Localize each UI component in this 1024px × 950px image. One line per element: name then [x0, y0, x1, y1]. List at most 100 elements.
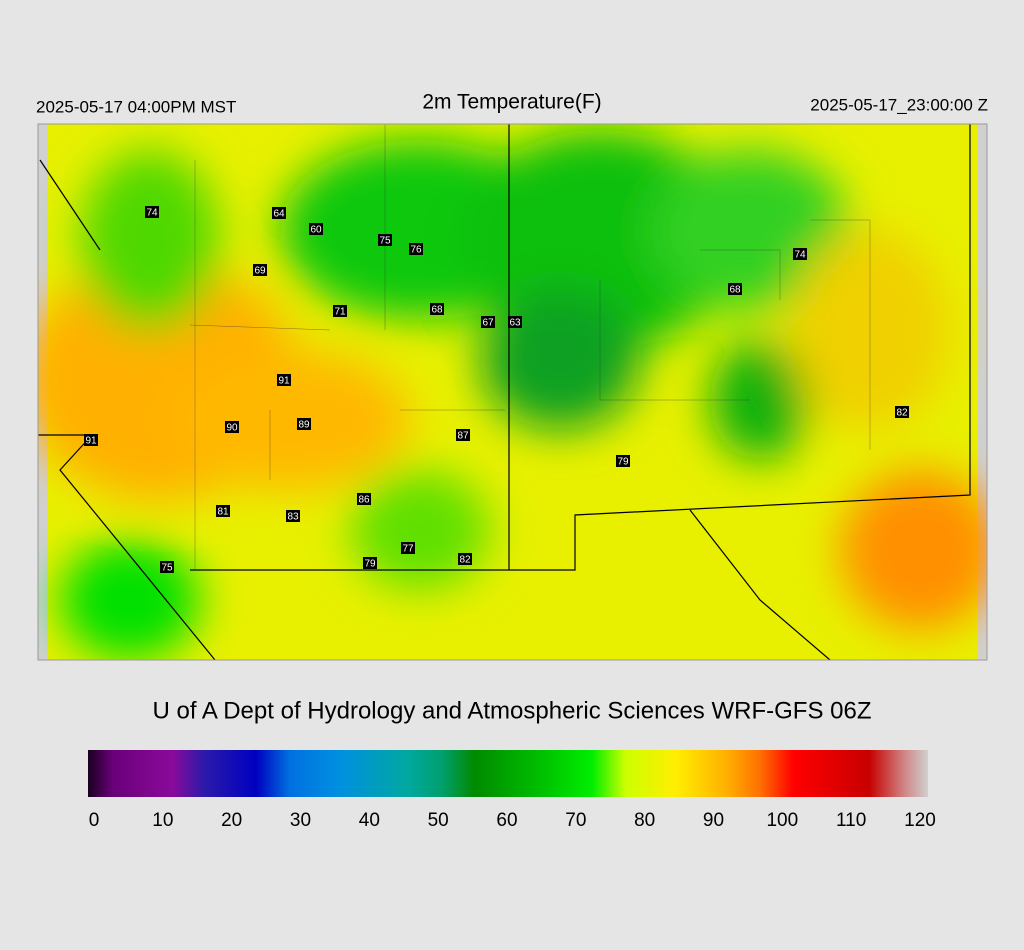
station: 69 [253, 264, 267, 277]
station-box [145, 206, 159, 218]
station: 76 [409, 243, 423, 256]
colorbar-ticks: 0 10 20 30 40 50 60 70 80 90 100 110 120 [89, 810, 936, 831]
title: 2m Temperature(F) [422, 91, 601, 114]
station: 89 [297, 418, 311, 431]
station-box [286, 510, 300, 522]
station-box [272, 207, 286, 219]
station: 86 [357, 493, 371, 506]
station: 64 [272, 207, 286, 220]
station-value: 83 [287, 512, 299, 523]
map-frame [37, 123, 988, 661]
station-value: 60 [310, 225, 322, 236]
colorbar-tick-label: 20 [221, 810, 242, 831]
station: 68 [728, 283, 742, 296]
station-box [363, 557, 377, 569]
station-box [297, 418, 311, 430]
station: 63 [508, 316, 522, 329]
station-value: 87 [457, 431, 469, 442]
colorbar-tick-label: 70 [565, 810, 586, 831]
station-value: 74 [794, 250, 806, 261]
colorbar-tick-label: 30 [290, 810, 311, 831]
map [38, 124, 987, 660]
station-value: 91 [85, 436, 97, 447]
station-value: 68 [729, 285, 741, 296]
station: 83 [286, 510, 300, 523]
station: 82 [458, 553, 472, 566]
colorbar-tick-label: 110 [836, 810, 866, 831]
station-box [225, 421, 239, 433]
station-box [481, 316, 495, 328]
station-box [616, 455, 630, 467]
station-value: 79 [364, 559, 376, 570]
station-value: 89 [298, 420, 310, 431]
station-value: 86 [358, 495, 370, 506]
colorbar-tick-label: 40 [359, 810, 380, 831]
colorbar-tick-label: 90 [703, 810, 724, 831]
station: 75 [160, 561, 174, 574]
station: 67 [481, 316, 495, 329]
station-value: 76 [410, 245, 422, 256]
station-value: 90 [226, 423, 238, 434]
station-box [333, 305, 347, 317]
station-box [378, 234, 392, 246]
station: 68 [430, 303, 444, 316]
colorbar-tick-label: 120 [904, 810, 936, 831]
station-value: 75 [161, 563, 173, 574]
station-value: 67 [482, 318, 494, 329]
station-value: 79 [617, 457, 629, 468]
station-box [508, 316, 522, 328]
station-value: 77 [402, 544, 414, 555]
station-box [253, 264, 267, 276]
valid-time-local: 2025-05-17 04:00PM MST [36, 97, 236, 116]
station: 77 [401, 542, 415, 555]
station-box [277, 374, 291, 386]
station-box [216, 505, 230, 517]
station-box [430, 303, 444, 315]
station-value: 68 [431, 305, 443, 316]
station-box [456, 429, 470, 441]
colorbar-tick-label: 0 [89, 810, 100, 831]
station: 82 [895, 406, 909, 419]
colorbar-tick-label: 60 [496, 810, 517, 831]
station-value: 69 [254, 266, 266, 277]
station: 60 [309, 223, 323, 236]
station: 79 [616, 455, 630, 468]
colorbar-tick-label: 10 [152, 810, 173, 831]
station-box [895, 406, 909, 418]
station: 87 [456, 429, 470, 442]
station-box [84, 434, 98, 446]
colorbar-tick-label: 80 [634, 810, 655, 831]
colorbar-tick-label: 100 [766, 810, 798, 831]
station-value: 81 [217, 507, 229, 518]
station-value: 82 [896, 408, 908, 419]
station-value: 82 [459, 555, 471, 566]
station: 81 [216, 505, 230, 518]
station-box [793, 248, 807, 260]
station-box [401, 542, 415, 554]
station-box [309, 223, 323, 235]
station: 75 [378, 234, 392, 247]
colorbar [88, 750, 928, 797]
station-box [458, 553, 472, 565]
credit: U of A Dept of Hydrology and Atmospheric… [153, 697, 872, 724]
station: 90 [225, 421, 239, 434]
station-value: 63 [509, 318, 521, 329]
station: 91 [277, 374, 291, 387]
station: 91 [84, 434, 98, 447]
station-box [160, 561, 174, 573]
station-value: 71 [334, 307, 346, 318]
station-value: 64 [273, 209, 285, 220]
station-value: 91 [278, 376, 290, 387]
station: 79 [363, 557, 377, 570]
station-value: 74 [146, 208, 158, 219]
station-box [728, 283, 742, 295]
colorbar-tick-label: 50 [428, 810, 449, 831]
station-box [357, 493, 371, 505]
station: 74 [793, 248, 807, 261]
station-labels: 74 64 60 75 76 69 71 68 67 63 74 68 91 90 89 87 91 82 79 86… [84, 206, 909, 574]
station-box [409, 243, 423, 255]
station-value: 75 [379, 236, 391, 247]
valid-time-utc: 2025-05-17_23:00:00 Z [810, 95, 988, 114]
station: 74 [145, 206, 159, 219]
